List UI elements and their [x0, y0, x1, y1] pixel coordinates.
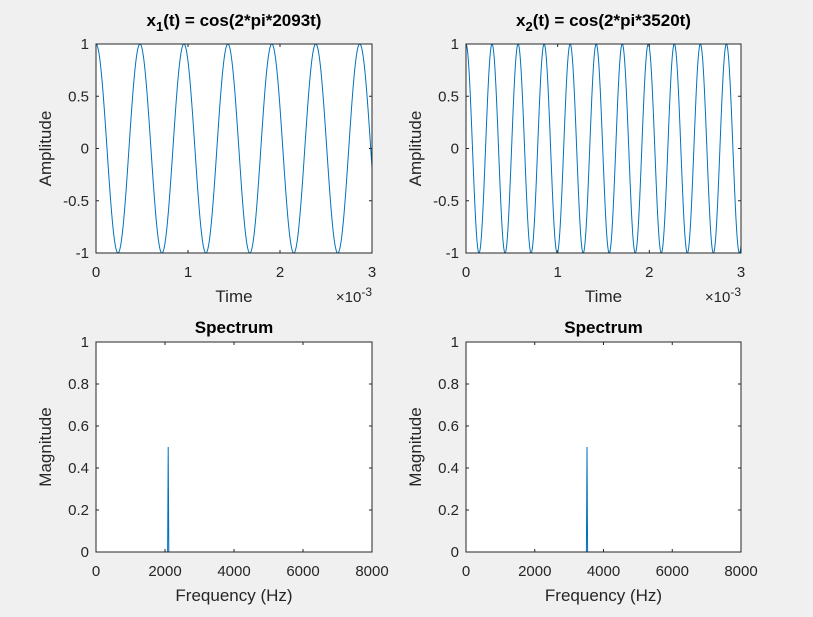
x-tick-label: 1: [553, 264, 561, 281]
spectrum-line: [466, 446, 741, 552]
axes-area: [96, 44, 372, 253]
chart-title: x2(t) = cos(2*pi*3520t): [516, 11, 691, 34]
y-axis-label: Magnitude: [36, 407, 55, 486]
signal-line: [466, 44, 741, 253]
x-tick-label: 0: [92, 563, 100, 580]
y-tick-label: -0.5: [63, 193, 89, 210]
subplot-1: 0 1 2 3 -1 -0.5 0 0.5 1 x1(t) = cos(2*pi*2093t) Ti…: [36, 11, 376, 306]
subplot-4: 0 2000 4000 6000 8000 0 0.2 0.4 0.6 0.8 1 Spectrum F…: [406, 318, 758, 605]
x-axis-exponent: ×10-3: [336, 285, 372, 306]
x-tick-label: 2: [276, 264, 284, 281]
x-tick-label: 4000: [587, 563, 620, 580]
y-tick-label: 0.2: [68, 502, 89, 519]
y-tick-label: 0: [451, 544, 459, 561]
y-tick-label: -1: [446, 245, 459, 262]
chart-title: x1(t) = cos(2*pi*2093t): [147, 11, 322, 34]
y-tick-label: 1: [81, 334, 89, 351]
x-axis-exponent: ×10-3: [705, 285, 741, 306]
x-axis-label: Frequency (Hz): [175, 586, 292, 605]
x-tick-label: 0: [462, 264, 470, 281]
y-tick-label: 0.2: [438, 502, 459, 519]
x-tick-label: 8000: [355, 563, 388, 580]
x-tick-label: 3: [368, 264, 376, 281]
y-tick-label: 1: [451, 36, 459, 53]
subplot-3: 0 2000 4000 6000 8000 0 0.2 0.4 0.6 0.8 1 Spectrum F…: [36, 318, 389, 605]
chart-title: Spectrum: [564, 318, 642, 337]
y-tick-label: 0.6: [438, 418, 459, 435]
y-tick-label: 0.5: [438, 88, 459, 105]
subplot-2: 0 1 2 3 -1 -0.5 0 0.5 1 x2(t) = cos(2*pi*3520t) Ti…: [406, 11, 745, 306]
y-tick-label: 0.4: [68, 460, 89, 477]
y-tick-label: 0.4: [438, 460, 459, 477]
x-tick-label: 0: [462, 563, 470, 580]
y-tick-label: 0: [81, 544, 89, 561]
y-tick-label: 0.8: [68, 376, 89, 393]
signal-line: [96, 44, 372, 253]
x-tick-label: 3: [737, 264, 745, 281]
y-tick-label: 1: [451, 334, 459, 351]
x-tick-label: 6000: [286, 563, 319, 580]
y-tick-label: 0.8: [438, 376, 459, 393]
x-tick-label: 2: [645, 264, 653, 281]
x-tick-label: 8000: [724, 563, 757, 580]
y-tick-label: 1: [81, 36, 89, 53]
x-axis-label: Time: [585, 287, 622, 306]
x-tick-label: 4000: [217, 563, 250, 580]
axes-area: [96, 342, 372, 552]
y-axis-label: Amplitude: [36, 111, 55, 187]
y-tick-label: -0.5: [433, 193, 459, 210]
y-tick-label: 0.6: [68, 418, 89, 435]
y-axis-label: Magnitude: [406, 407, 425, 486]
y-tick-label: -1: [76, 245, 89, 262]
axes-area: [466, 342, 741, 552]
y-tick-label: 0.5: [68, 88, 89, 105]
x-tick-label: 2000: [518, 563, 551, 580]
y-tick-label: 0: [81, 141, 89, 158]
chart-title: Spectrum: [195, 318, 273, 337]
x-tick-label: 6000: [656, 563, 689, 580]
x-tick-label: 2000: [148, 563, 181, 580]
y-tick-label: 0: [451, 141, 459, 158]
x-tick-label: 0: [92, 264, 100, 281]
x-tick-label: 1: [184, 264, 192, 281]
spectrum-line: [96, 446, 372, 552]
x-axis-label: Frequency (Hz): [545, 586, 662, 605]
axes-area: [466, 44, 741, 253]
y-axis-label: Amplitude: [406, 111, 425, 187]
x-axis-label: Time: [215, 287, 252, 306]
